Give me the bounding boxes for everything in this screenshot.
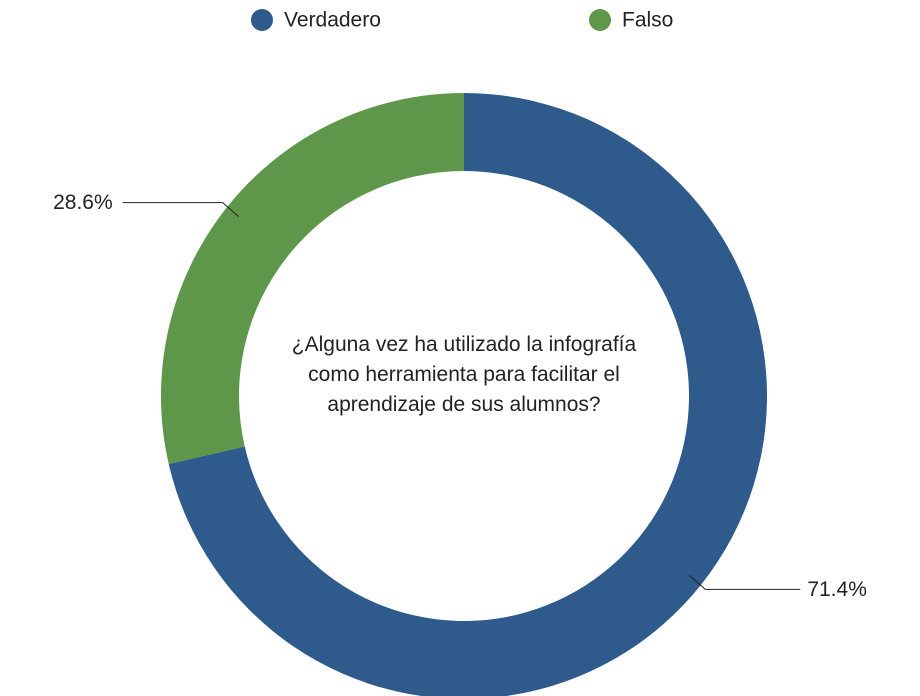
data-label: 28.6% [53, 191, 113, 214]
legend-marker [589, 9, 611, 31]
donut-slice [160, 93, 464, 464]
leader-line [688, 574, 801, 590]
legend-marker [251, 9, 273, 31]
legend-label: Verdadero [284, 9, 381, 32]
data-label: 71.4% [807, 578, 867, 601]
legend-label: Falso [622, 9, 673, 32]
leader-line [122, 202, 240, 218]
chart-title: ¿Alguna vez ha utilizado la infografía c… [291, 333, 637, 416]
